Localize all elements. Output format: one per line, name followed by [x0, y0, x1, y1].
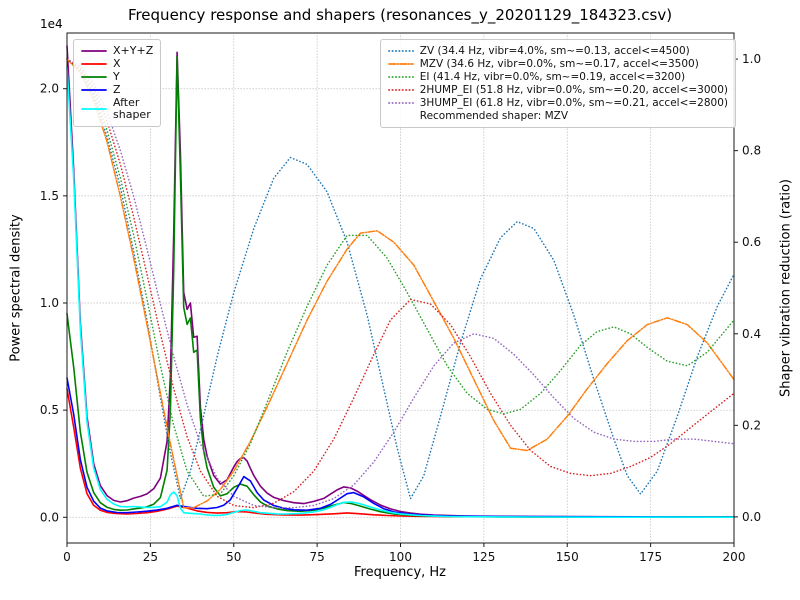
shaper-mzv-swatch: [387, 63, 414, 65]
chart-title: Frequency response and shapers (resonanc…: [127, 6, 673, 24]
legend-label-psd-xyz: X+Y+Z: [113, 44, 154, 57]
x-tick-label: 0: [63, 550, 71, 564]
right-y-tick-label: 0.4: [742, 327, 761, 341]
legend-item-shaper-2hump-ei: 2HUMP_EI (51.8 Hz, vibr=0.0%, sm~=0.20, …: [387, 84, 728, 96]
legend-item-psd-after-shaper: After shaper: [81, 97, 153, 121]
x-tick-label: 200: [723, 550, 746, 564]
curve-psd-xyz: [66, 45, 735, 518]
curve-psd-after-shaper: [66, 66, 735, 518]
left-y-tick-label: 0.5: [40, 403, 59, 417]
legend-item-psd-z: Z: [81, 84, 153, 96]
legend-label-psd-x: X: [113, 57, 121, 70]
legend-item-shaper-ei: EI (41.4 Hz, vibr=0.0%, sm~=0.19, accel<…: [387, 71, 728, 83]
shaper-zv-swatch: [387, 50, 414, 52]
x-axis-label: Frequency, Hz: [353, 565, 447, 580]
curve-shaper-mzv: [66, 58, 735, 509]
psd-xyz-swatch: [81, 50, 107, 52]
psd-x-swatch: [81, 63, 107, 65]
legend-label-shaper-2hump-ei: 2HUMP_EI (51.8 Hz, vibr=0.0%, sm~=0.20, …: [419, 84, 728, 96]
curves: [66, 45, 735, 518]
shaper-legend: ZV (34.4 Hz, vibr=4.0%, sm~=0.13, accel<…: [379, 39, 736, 128]
legend-label-psd-z: Z: [113, 83, 121, 96]
legend-item-psd-x: X: [81, 58, 153, 70]
psd-legend: X+Y+Z X Y Z After shaper: [73, 39, 162, 127]
psd-z-swatch: [81, 89, 107, 91]
axis-ticks: 0 25 50 75 100 125 150 175 200 0.0 0.5 1.0 1.5 2.0 0.0…: [40, 52, 761, 564]
y-axis-offset-text: 1e4: [40, 17, 63, 31]
x-tick-label: 50: [226, 550, 241, 564]
legend-label-shaper-3hump-ei: 3HUMP_EI (61.8 Hz, vibr=0.0%, sm~=0.21, …: [419, 97, 728, 109]
legend-label-shaper-zv: ZV (34.4 Hz, vibr=4.0%, sm~=0.13, accel<…: [419, 45, 690, 57]
psd-y-swatch: [81, 76, 107, 78]
shaper-3hump-ei-swatch: [387, 102, 414, 104]
legend-item-shaper-3hump-ei: 3HUMP_EI (61.8 Hz, vibr=0.0%, sm~=0.21, …: [387, 97, 728, 109]
right-y-tick-label: 0.6: [742, 235, 761, 249]
recommended-shaper-text: Recommended shaper: MZV: [419, 110, 569, 122]
legend-item-shaper-mzv: MZV (34.6 Hz, vibr=0.0%, sm~=0.17, accel…: [387, 58, 728, 70]
legend-label-psd-after-shaper: After shaper: [113, 96, 151, 121]
right-y-tick-label: 0.8: [742, 144, 761, 158]
recommended-shaper-note: Recommended shaper: MZV: [388, 110, 728, 122]
legend-item-psd-y: Y: [81, 71, 153, 83]
legend-item-psd-xyz: X+Y+Z: [81, 45, 153, 57]
psd-after-shaper-swatch: [81, 108, 107, 110]
curve-shaper-ei: [66, 58, 735, 498]
x-tick-label: 25: [143, 550, 158, 564]
right-axis-label: Shaper vibration reduction (ratio): [778, 179, 794, 397]
curve-shaper-2hump-ei: [66, 58, 735, 509]
shaper-ei-swatch: [387, 76, 414, 78]
curve-shaper-3hump-ei: [66, 58, 735, 509]
x-tick-label: 175: [639, 550, 662, 564]
x-tick-label: 125: [472, 550, 495, 564]
x-tick-label: 100: [389, 550, 412, 564]
right-y-tick-label: 0.0: [742, 510, 761, 524]
legend-label-shaper-ei: EI (41.4 Hz, vibr=0.0%, sm~=0.19, accel<…: [419, 71, 686, 83]
legend-item-shaper-zv: ZV (34.4 Hz, vibr=4.0%, sm~=0.13, accel<…: [387, 45, 728, 57]
right-y-tick-label: 0.2: [742, 418, 761, 432]
right-y-tick-label: 1.0: [742, 52, 761, 66]
x-tick-label: 150: [556, 550, 579, 564]
left-axis-label: Power spectral density: [8, 214, 24, 362]
left-y-tick-label: 2.0: [40, 82, 59, 96]
left-y-tick-label: 0.0: [40, 510, 59, 524]
left-y-tick-label: 1.0: [40, 296, 59, 310]
legend-label-shaper-mzv: MZV (34.6 Hz, vibr=0.0%, sm~=0.17, accel…: [419, 58, 699, 70]
x-tick-label: 75: [309, 550, 324, 564]
left-y-tick-label: 1.5: [40, 189, 59, 203]
shaper-2hump-ei-swatch: [387, 89, 414, 91]
legend-label-psd-y: Y: [113, 70, 120, 83]
